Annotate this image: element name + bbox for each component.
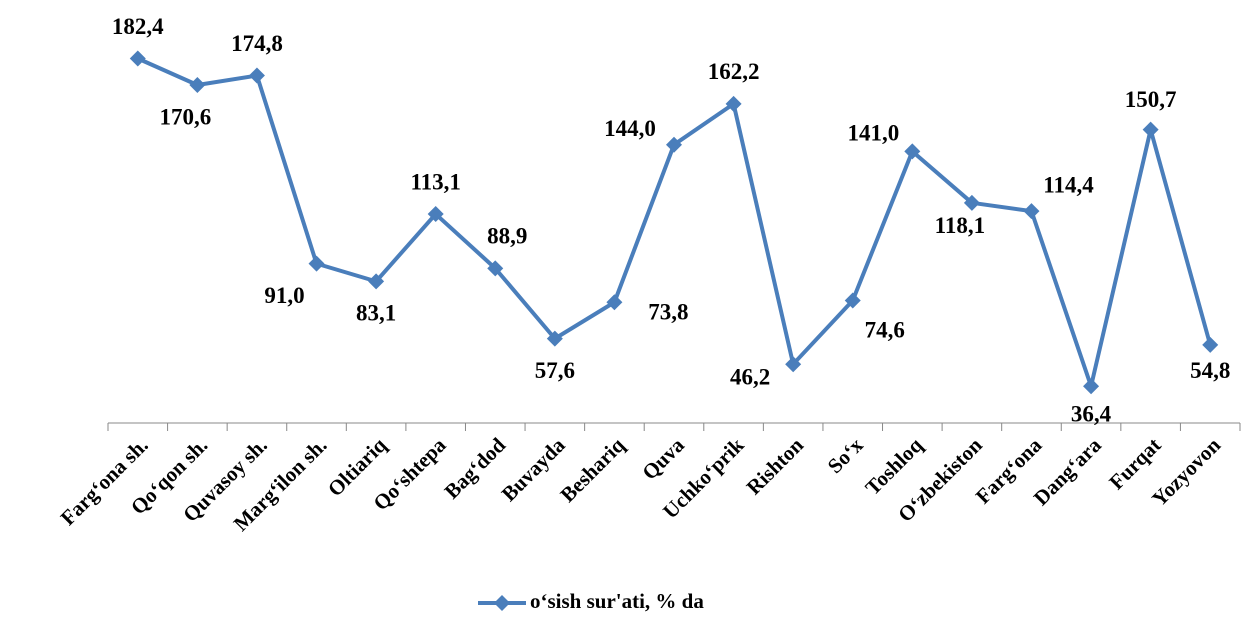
data-point bbox=[368, 273, 385, 290]
data-point bbox=[248, 67, 265, 84]
x-tick-label: Rishton bbox=[742, 433, 809, 500]
data-label: 118,1 bbox=[935, 213, 985, 238]
data-label: 36,4 bbox=[1071, 401, 1112, 426]
data-point bbox=[785, 356, 802, 373]
x-tick-label: Quva bbox=[637, 433, 689, 485]
data-label: 162,2 bbox=[708, 59, 760, 84]
data-label: 88,9 bbox=[487, 224, 527, 249]
data-label: 114,4 bbox=[1043, 172, 1094, 197]
data-label: 46,2 bbox=[730, 364, 770, 389]
data-point bbox=[904, 143, 921, 160]
data-label: 83,1 bbox=[356, 301, 396, 326]
data-point bbox=[427, 206, 444, 223]
data-point bbox=[844, 292, 861, 309]
data-label: 113,1 bbox=[410, 169, 460, 194]
x-tick-label: So‘x bbox=[823, 433, 868, 478]
data-point bbox=[129, 50, 146, 67]
x-tick-label: Beshariq bbox=[555, 433, 629, 507]
data-label: 91,0 bbox=[264, 283, 304, 308]
data-point bbox=[1083, 378, 1100, 395]
data-label: 150,7 bbox=[1125, 87, 1177, 112]
data-label: 170,6 bbox=[159, 104, 211, 129]
data-point bbox=[725, 95, 742, 112]
data-point bbox=[308, 255, 325, 272]
data-label: 73,8 bbox=[648, 300, 688, 325]
data-point bbox=[546, 330, 563, 347]
data-label: 57,6 bbox=[535, 358, 575, 383]
data-point bbox=[666, 136, 682, 153]
data-label: 144,0 bbox=[604, 116, 656, 141]
data-label: 182,4 bbox=[112, 14, 164, 39]
data-point bbox=[606, 294, 623, 311]
data-point bbox=[487, 260, 504, 277]
data-label: 54,8 bbox=[1190, 358, 1230, 383]
data-label: 174,8 bbox=[231, 31, 283, 56]
x-tick-label: Buvayda bbox=[497, 433, 570, 506]
legend-marker bbox=[494, 595, 510, 611]
data-point bbox=[1142, 121, 1159, 138]
data-label: 74,6 bbox=[865, 318, 905, 343]
data-point bbox=[1023, 203, 1040, 220]
data-point bbox=[1202, 336, 1219, 353]
data-point bbox=[963, 194, 980, 211]
data-label: 141,0 bbox=[847, 121, 899, 146]
legend-label: o‘sish sur'ati, % da bbox=[530, 589, 704, 613]
series-line bbox=[136, 56, 1213, 389]
data-point bbox=[189, 76, 206, 93]
